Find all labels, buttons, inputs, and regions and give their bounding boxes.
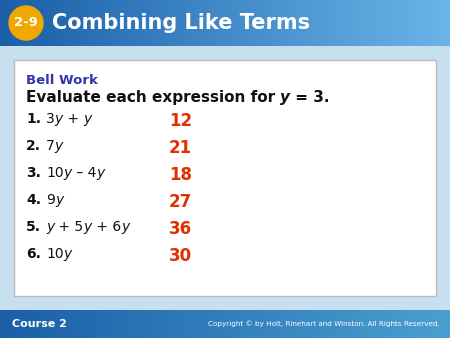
- Text: Bell Work: Bell Work: [26, 74, 98, 87]
- Text: 2-9: 2-9: [14, 17, 38, 29]
- Text: +: +: [63, 112, 83, 126]
- Text: y: y: [83, 112, 92, 126]
- Text: 12: 12: [169, 112, 192, 130]
- Text: y: y: [46, 220, 54, 234]
- Text: Evaluate each expression for: Evaluate each expression for: [26, 90, 280, 105]
- Text: 3.: 3.: [26, 166, 41, 180]
- Text: 10: 10: [46, 247, 63, 261]
- Text: 18: 18: [169, 166, 192, 184]
- Text: 3: 3: [46, 112, 55, 126]
- Text: y: y: [280, 90, 290, 105]
- Text: 4.: 4.: [26, 193, 41, 207]
- Text: y: y: [121, 220, 129, 234]
- Ellipse shape: [9, 6, 43, 40]
- Text: y: y: [96, 166, 104, 180]
- Text: 7: 7: [46, 139, 55, 153]
- Text: – 4: – 4: [72, 166, 96, 180]
- Text: y: y: [55, 139, 63, 153]
- Text: = 3.: = 3.: [290, 90, 330, 105]
- Text: + 6: + 6: [92, 220, 121, 234]
- Text: 6.: 6.: [26, 247, 41, 261]
- Text: 30: 30: [169, 247, 192, 265]
- Text: 36: 36: [169, 220, 192, 238]
- Text: 9: 9: [46, 193, 55, 207]
- Text: y: y: [63, 247, 72, 261]
- Text: Course 2: Course 2: [12, 319, 67, 329]
- Text: y: y: [63, 166, 72, 180]
- FancyBboxPatch shape: [14, 60, 436, 296]
- Text: Copyright © by Holt, Rinehart and Winston. All Rights Reserved.: Copyright © by Holt, Rinehart and Winsto…: [208, 321, 440, 327]
- Text: Combining Like Terms: Combining Like Terms: [52, 13, 310, 33]
- Text: 21: 21: [169, 139, 192, 157]
- Text: y: y: [55, 112, 63, 126]
- Text: y: y: [83, 220, 92, 234]
- Text: + 5: + 5: [54, 220, 83, 234]
- Text: y: y: [55, 193, 63, 207]
- Text: 5.: 5.: [26, 220, 41, 234]
- Text: 27: 27: [169, 193, 192, 211]
- Text: 2.: 2.: [26, 139, 41, 153]
- Text: 1.: 1.: [26, 112, 41, 126]
- Text: 10: 10: [46, 166, 63, 180]
